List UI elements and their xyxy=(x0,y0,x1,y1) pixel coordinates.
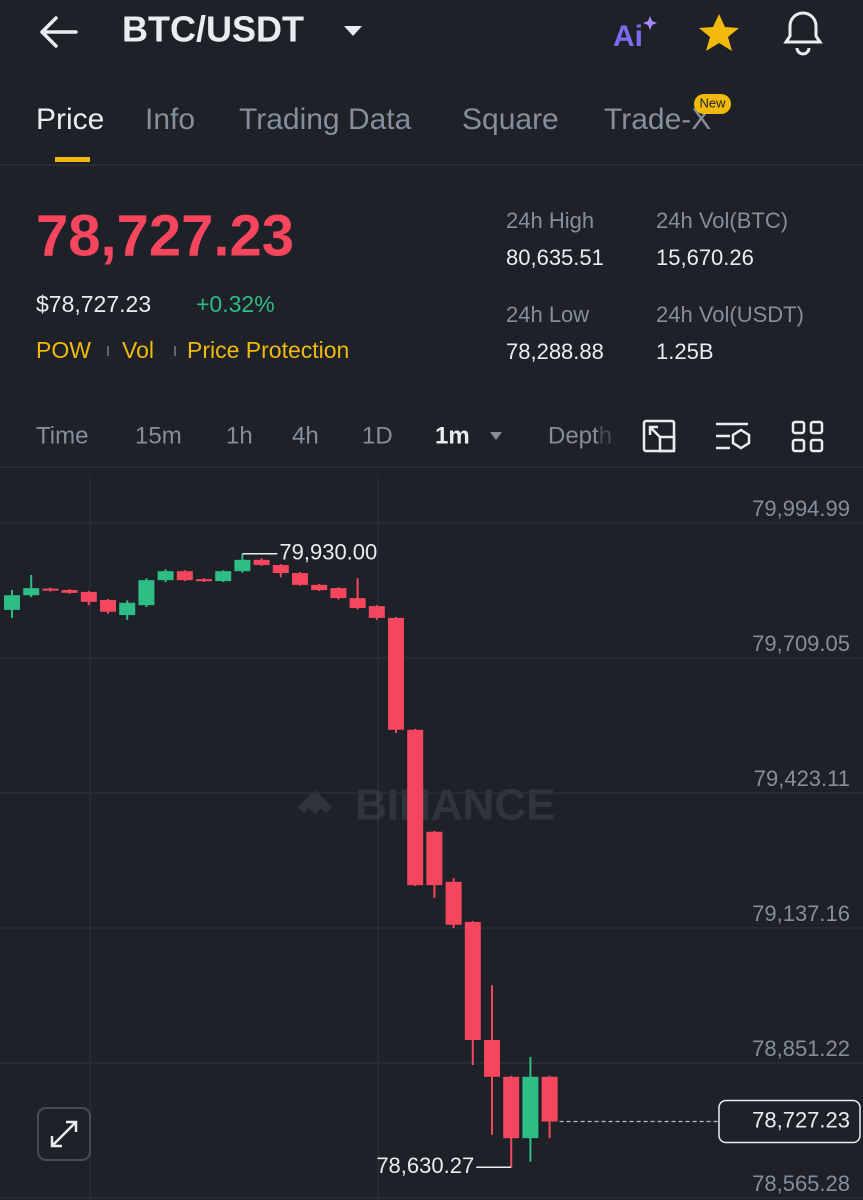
candle-body xyxy=(138,580,155,606)
candle-body xyxy=(234,559,251,572)
high-label: 79,930.00 xyxy=(279,540,377,565)
candle-body xyxy=(368,606,385,618)
active-tab-indicator xyxy=(55,157,90,162)
timeframe[interactable]: 4h xyxy=(292,422,319,449)
stat-label: 24h Vol(USDT) xyxy=(656,302,804,327)
usd-price: $78,727.23 xyxy=(36,291,151,317)
y-tick-label: 79,423.11 xyxy=(754,766,850,791)
candle-body xyxy=(61,590,78,593)
notification-bell[interactable] xyxy=(783,11,823,56)
fade xyxy=(600,410,640,460)
new-badge xyxy=(694,94,731,114)
separator xyxy=(107,346,109,356)
stat-value: 78,288.88 xyxy=(506,339,604,364)
candle-body xyxy=(503,1076,520,1139)
svg-text:BINANCE: BINANCE xyxy=(355,781,555,830)
candle-body xyxy=(253,559,270,566)
last-price-box xyxy=(718,1099,861,1144)
candle-body xyxy=(426,831,443,886)
watermark: BINANCE xyxy=(298,781,555,830)
back-button[interactable] xyxy=(40,16,78,48)
tab[interactable]: Info xyxy=(145,103,195,136)
timeframe[interactable]: 1h xyxy=(226,422,253,449)
timeframe[interactable]: 15m xyxy=(135,422,182,449)
y-tick-label: 79,137.16 xyxy=(752,901,850,926)
fullscreen-button[interactable] xyxy=(37,1107,91,1161)
candle-body xyxy=(23,588,40,596)
interval-dropdown[interactable] xyxy=(490,432,502,440)
y-tick-label: 79,994.99 xyxy=(752,496,850,521)
indicator-icon[interactable] xyxy=(716,422,751,450)
candle-body xyxy=(42,588,59,591)
layout-icon[interactable] xyxy=(791,420,824,453)
last-price: 78,727.23 xyxy=(36,203,294,268)
candle-body xyxy=(464,921,481,1040)
low-label: 78,630.27 xyxy=(376,1153,474,1178)
stat-label: 24h Low xyxy=(506,302,589,327)
stat-value: 1.25B xyxy=(656,339,714,364)
separator xyxy=(174,346,176,356)
candle-body xyxy=(4,595,20,610)
candle-body xyxy=(330,588,347,599)
candle-body xyxy=(541,1076,558,1122)
candle-body xyxy=(272,565,289,574)
candle-body xyxy=(196,579,212,582)
last-price-label: 78,727.23 xyxy=(752,1107,850,1132)
candle-body xyxy=(176,571,193,581)
tab[interactable]: Trade-X xyxy=(604,103,711,136)
tag[interactable]: Vol xyxy=(122,337,154,363)
stat-value: 15,670.26 xyxy=(656,245,754,270)
candle-body xyxy=(388,617,404,730)
favorite-star[interactable] xyxy=(699,14,739,51)
timeframe[interactable]: 1m xyxy=(435,422,470,449)
price-change: +0.32% xyxy=(196,291,275,317)
candle-body xyxy=(445,881,462,925)
y-tick-label: 79,709.05 xyxy=(752,631,850,656)
timeframe[interactable]: Time xyxy=(36,422,88,449)
pair-dropdown[interactable] xyxy=(344,26,362,36)
tag[interactable]: POW xyxy=(36,337,91,363)
y-tick-label: 78,565.28 xyxy=(752,1171,850,1196)
candle-body xyxy=(157,571,174,581)
svg-text:Ai: Ai xyxy=(613,20,643,53)
candle-body xyxy=(80,591,97,602)
candle-body xyxy=(100,599,116,612)
tag[interactable]: Price Protection xyxy=(187,337,349,363)
tab[interactable]: Trading Data xyxy=(239,103,412,136)
candle-body xyxy=(484,1039,500,1077)
ai-button[interactable]: Ai xyxy=(613,16,657,53)
candle-body xyxy=(292,573,308,585)
pair-title[interactable]: BTC/USDT xyxy=(122,9,304,50)
candle-body xyxy=(407,729,424,886)
tab[interactable]: Square xyxy=(462,103,559,136)
tab[interactable]: Price xyxy=(36,103,104,136)
y-tick-label: 78,851.22 xyxy=(752,1036,850,1061)
stat-label: 24h Vol(BTC) xyxy=(656,208,788,233)
new-badge-text: New xyxy=(699,95,726,110)
candle-body xyxy=(349,598,366,608)
chart-settings-icon[interactable] xyxy=(642,419,676,453)
stat-label: 24h High xyxy=(506,208,594,233)
candle-body xyxy=(119,602,136,616)
candle-body xyxy=(215,571,232,582)
candle-body xyxy=(522,1076,539,1139)
stat-value: 80,635.51 xyxy=(506,245,604,270)
timeframe[interactable]: 1D xyxy=(362,422,393,449)
candle-body xyxy=(311,584,328,591)
